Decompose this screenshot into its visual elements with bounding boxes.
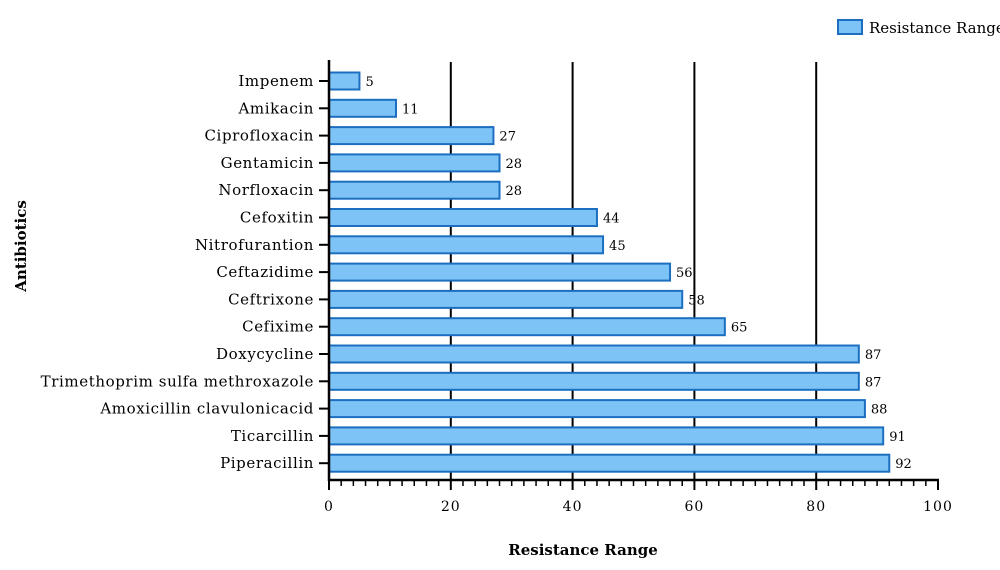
bar-12 (328, 371, 860, 391)
category-label: Cefoxitin (240, 209, 314, 227)
legend-swatch (837, 19, 863, 35)
bar-13 (328, 399, 866, 419)
value-label: 65 (731, 321, 748, 336)
bars (328, 71, 891, 473)
category-label: Doxycycline (216, 345, 314, 363)
x-tick-label: 20 (441, 499, 461, 515)
x-tick-labels: 0 20 40 60 80 100 (324, 499, 953, 515)
legend-label: Resistance Range (869, 19, 1000, 37)
bar-7 (328, 235, 605, 255)
x-tick-label: 40 (563, 499, 583, 515)
bar-1 (328, 71, 361, 91)
category-label: Ticarcillin (231, 427, 314, 445)
value-label: 27 (499, 130, 516, 145)
value-label: 56 (676, 266, 693, 281)
value-label: 5 (365, 75, 373, 90)
value-label: 87 (865, 348, 882, 363)
bar-3 (328, 126, 495, 146)
category-label: Norfloxacin (218, 181, 314, 199)
x-tick-label: 80 (806, 499, 826, 515)
category-labels: Impenem Amikacin Ciprofloxacin Gentamicin No… (41, 72, 314, 472)
value-label: 11 (402, 102, 419, 117)
bar-10 (328, 317, 726, 337)
x-tick-label: 100 (923, 499, 953, 515)
category-label: Amoxicillin clavulonicacid (99, 400, 314, 418)
legend: Resistance Range (837, 19, 1000, 37)
category-label: Impenem (238, 72, 314, 90)
category-label: Gentamicin (221, 154, 314, 172)
bar-5 (328, 180, 501, 200)
category-label: Piperacillin (220, 454, 314, 472)
bar-15 (328, 453, 891, 473)
x-tick-label: 60 (684, 499, 704, 515)
category-label: Cefixime (242, 318, 314, 336)
bar-6 (328, 208, 598, 227)
bar-9 (328, 289, 684, 309)
x-tick-label: 0 (324, 499, 334, 515)
value-label: 44 (603, 212, 620, 227)
value-label: 28 (506, 184, 523, 199)
value-label: 28 (506, 157, 523, 172)
bar-14 (328, 426, 885, 446)
bar-4 (328, 153, 501, 173)
category-label: Nitrofurantion (195, 236, 314, 254)
value-label: 88 (871, 403, 888, 418)
category-label: Trimethoprim sulfa methroxazole (41, 372, 314, 390)
value-label: 58 (688, 293, 705, 308)
x-axis-title: Resistance Range (508, 541, 658, 559)
value-label: 91 (889, 430, 906, 445)
y-axis-title: Antibiotics (12, 200, 30, 293)
category-label: Amikacin (237, 99, 314, 117)
category-label: Ceftazidime (216, 263, 314, 281)
bar-8 (328, 262, 672, 282)
value-label: 45 (609, 239, 626, 254)
bar-11 (328, 344, 860, 364)
category-label: Ceftrixone (228, 290, 314, 308)
value-label: 87 (865, 375, 882, 390)
value-label: 92 (895, 457, 912, 472)
category-label: Ciprofloxacin (204, 127, 314, 145)
bar-2 (328, 98, 397, 118)
axes (319, 60, 939, 490)
